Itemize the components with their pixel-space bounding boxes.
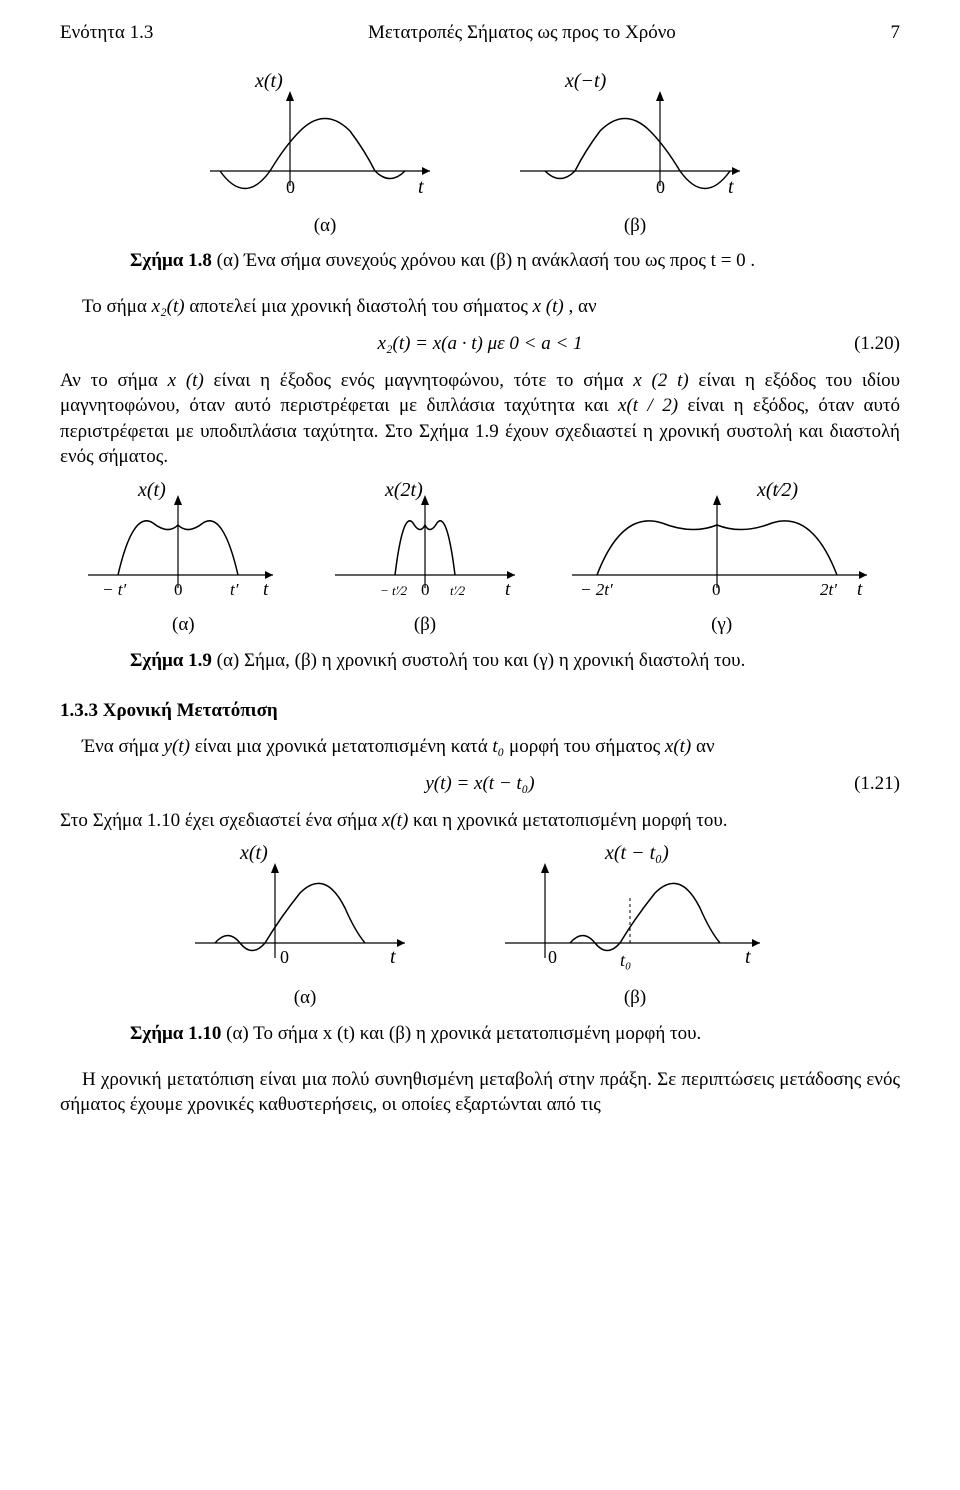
fig19-b-svg: x(2t) − t′⁄2 0 t′⁄2 t (325, 480, 525, 610)
svg-text:x(t): x(t) (239, 843, 268, 864)
fig18-b-t: t (728, 176, 734, 198)
fig19-b-sub: (β) (414, 612, 436, 638)
svg-text:t: t (263, 579, 269, 600)
fig18-b: x(−t) 0 t (β) (510, 71, 760, 239)
svg-text:t: t (745, 946, 751, 968)
svg-text:− 2t′: − 2t′ (580, 580, 613, 599)
fig110-b: x(t − t₀) 0 t₀ t (β) (490, 843, 780, 1011)
fig18-caption-bold: Σχήμα 1.8 (130, 250, 212, 271)
svg-text:t₀: t₀ (620, 950, 631, 970)
fig19-caption-rest: (α) Σήμα, (β) η χρονική συστολή του και … (212, 650, 745, 671)
svg-text:t: t (390, 946, 396, 968)
header-center: Μετατροπές Σήματος ως προς το Χρόνο (368, 20, 676, 46)
fig110-a: x(t) 0 t (α) (180, 843, 430, 1011)
fig18-caption-rest: (α) Ένα σήμα συνεχούς χρόνου και (β) η α… (212, 250, 755, 271)
svg-text:0: 0 (280, 947, 289, 967)
fig19-caption: Σχήμα 1.9 (α) Σήμα, (β) η χρονική συστολ… (130, 648, 900, 674)
svg-text:t: t (857, 579, 863, 600)
svg-text:− t′: − t′ (102, 580, 126, 599)
svg-text:0: 0 (712, 580, 721, 599)
fig19-a-svg: x(t) − t′ 0 t′ t (78, 480, 288, 610)
figure-1-8: x(t) 0 t (α) x(−t) 0 (60, 71, 900, 239)
fig18-b-sub: (β) (624, 213, 646, 239)
page-header: Ενότητα 1.3 Μετατροπές Σήματος ως προς τ… (60, 20, 900, 46)
fig18-a-label: x(t) (254, 71, 283, 92)
fig19-c-sub: (γ) (711, 612, 732, 638)
fig18-caption: Σχήμα 1.8 (α) Ένα σήμα συνεχούς χρόνου κ… (130, 248, 900, 274)
eq121-text: y(t) = x(t − t₀) (425, 771, 534, 797)
header-left: Ενότητα 1.3 (60, 20, 153, 46)
fig19-c-svg: x(t⁄2) − 2t′ 0 2t′ t (562, 480, 882, 610)
para-magneto: Αν το σήμα x (t) είναι η έξοδος ενός μαγ… (60, 368, 900, 471)
fig19-c: x(t⁄2) − 2t′ 0 2t′ t (γ) (562, 480, 882, 638)
equation-1-20: x₂(t) = x(a · t) με 0 < a < 1 (1.20) (60, 330, 900, 358)
fig110-caption-bold: Σχήμα 1.10 (130, 1023, 221, 1044)
fig110-a-sub: (α) (294, 985, 317, 1011)
eq120-num: (1.20) (854, 331, 900, 357)
figure-1-10: x(t) 0 t (α) x(t − t₀) 0 (60, 843, 900, 1011)
fig110-caption-rest: (α) Το σήμα x (t) και (β) η χρονικά μετα… (221, 1023, 701, 1044)
svg-text:0: 0 (174, 580, 183, 599)
svg-text:t′: t′ (230, 580, 239, 599)
svg-text:t′⁄2: t′⁄2 (450, 583, 466, 598)
fig18-b-svg: x(−t) 0 t (510, 71, 760, 211)
fig18-a-t: t (418, 176, 424, 198)
para-dilation: Το σήμα x₂(t) αποτελεί μια χρονική διαστ… (60, 294, 900, 320)
svg-text:− t′⁄2: − t′⁄2 (380, 583, 408, 598)
fig110-caption: Σχήμα 1.10 (α) Το σήμα x (t) και (β) η χ… (130, 1021, 900, 1047)
header-right: 7 (890, 20, 900, 46)
fig18-b-zero: 0 (656, 177, 665, 197)
svg-text:0: 0 (548, 947, 557, 967)
eq120-text: x₂(t) = x(a · t) με 0 < a < 1 (377, 331, 582, 357)
svg-text:2t′: 2t′ (820, 580, 837, 599)
fig19-caption-bold: Σχήμα 1.9 (130, 650, 212, 671)
fig19-b: x(2t) − t′⁄2 0 t′⁄2 t (β) (325, 480, 525, 638)
eq121-num: (1.21) (854, 771, 900, 797)
fig18-b-label: x(−t) (564, 71, 607, 92)
svg-text:x(t − t₀): x(t − t₀) (604, 843, 669, 864)
svg-text:x(2t): x(2t) (384, 480, 423, 501)
figure-1-9: x(t) − t′ 0 t′ t (α) x(2t) (60, 480, 900, 638)
fig18-a: x(t) 0 t (α) (200, 71, 450, 239)
fig19-a: x(t) − t′ 0 t′ t (α) (78, 480, 288, 638)
para-final: Η χρονική μετατόπιση είναι μια πολύ συνη… (60, 1067, 900, 1118)
fig18-a-sub: (α) (314, 213, 337, 239)
fig18-a-zero: 0 (286, 177, 295, 197)
fig19-a-sub: (α) (172, 612, 195, 638)
para-shift-def: Ένα σήμα y(t) είναι μια χρονικά μετατοπι… (60, 734, 900, 760)
equation-1-21: y(t) = x(t − t₀) (1.21) (60, 770, 900, 798)
fig110-a-svg: x(t) 0 t (180, 843, 430, 983)
para-fig110-intro: Στο Σχήμα 1.10 έχει σχεδιαστεί ένα σήμα … (60, 808, 900, 834)
svg-text:x(t⁄2): x(t⁄2) (756, 480, 798, 501)
svg-text:x(t): x(t) (137, 480, 166, 501)
fig18-a-svg: x(t) 0 t (200, 71, 450, 211)
svg-text:t: t (505, 579, 511, 600)
svg-text:0: 0 (421, 580, 430, 599)
fig110-b-svg: x(t − t₀) 0 t₀ t (490, 843, 780, 983)
section-1-3-3: 1.3.3 Χρονική Μετατόπιση (60, 698, 900, 724)
fig110-b-sub: (β) (624, 985, 646, 1011)
